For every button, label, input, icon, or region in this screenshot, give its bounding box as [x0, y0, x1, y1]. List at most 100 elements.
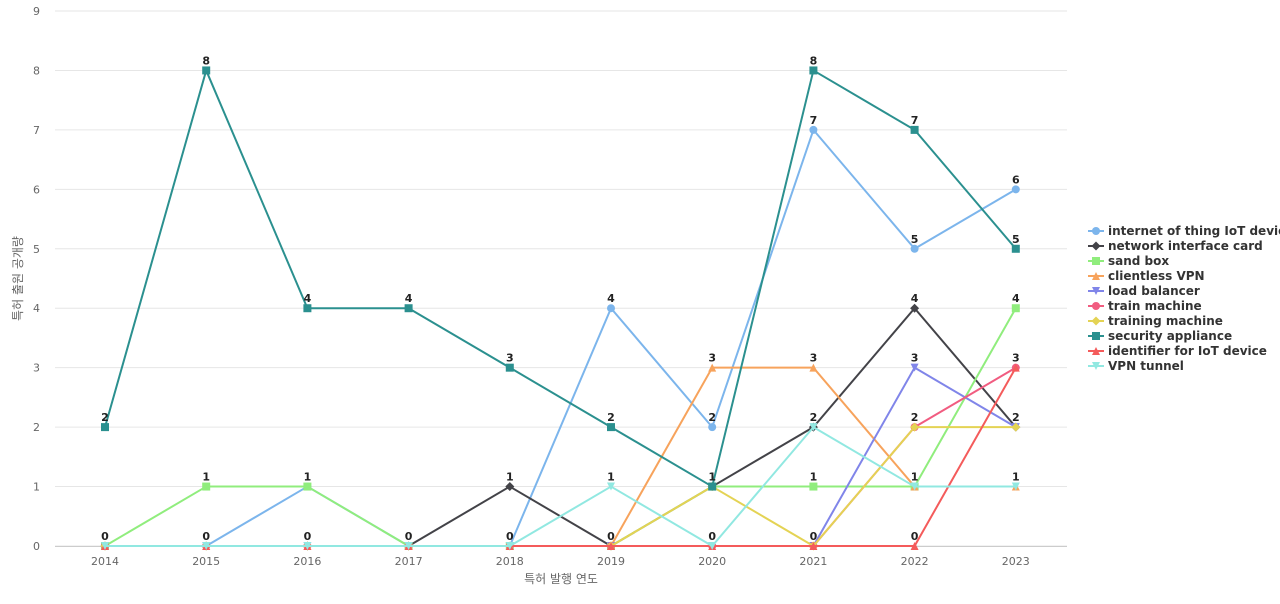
data-point: [708, 423, 717, 432]
legend-item-network-interface-card[interactable]: network interface card: [1088, 239, 1263, 253]
legend-item-vpn-tunnel[interactable]: VPN tunnel: [1088, 359, 1184, 373]
legend-label: VPN tunnel: [1108, 359, 1184, 373]
data-point: [202, 482, 211, 491]
data-label: 4: [1012, 292, 1020, 305]
x-tick-label: 2016: [293, 555, 321, 568]
series-identifier-for-iot-device: [101, 363, 1020, 550]
y-tick-label: 6: [33, 183, 40, 196]
legend-label: train machine: [1108, 299, 1202, 313]
data-point: [910, 303, 920, 313]
data-label: 1: [708, 471, 716, 484]
x-tick-label: 2014: [91, 555, 119, 568]
data-label: 4: [304, 292, 312, 305]
data-label: 3: [810, 352, 818, 365]
series-train-machine: [101, 363, 1020, 550]
legend-item-identifier-for-iot-device[interactable]: identifier for IoT device: [1088, 344, 1267, 358]
legend-marker: [1092, 362, 1100, 370]
x-axis-ticks: 2014 2015 2016 2017 2018 2019 2020 2021 2022 2023: [91, 555, 1030, 568]
y-tick-label: 4: [33, 302, 40, 315]
data-point: [910, 363, 919, 372]
data-point: [708, 542, 717, 550]
legend-marker: [1092, 332, 1100, 340]
data-label: 4: [405, 292, 413, 305]
data-label: 2: [101, 411, 109, 424]
data-point: [1011, 482, 1020, 491]
data-point: [303, 542, 312, 550]
legend-marker: [1092, 287, 1100, 295]
series-line-load-balancer: [104, 366, 1017, 547]
data-point: [910, 125, 919, 134]
series-group: [100, 66, 1021, 551]
data-label: 3: [506, 352, 514, 365]
data-point: [505, 482, 515, 492]
series-line-internet-of-thing-iot-device: [104, 128, 1017, 547]
data-label: 1: [810, 471, 818, 484]
x-tick-label: 2021: [799, 555, 827, 568]
data-point: [910, 482, 919, 491]
data-label: 6: [1012, 173, 1020, 186]
legend-item-load-balancer[interactable]: load balancer: [1088, 284, 1200, 298]
legend-marker: [1092, 227, 1100, 235]
legend-item-sand-box[interactable]: sand box: [1088, 254, 1169, 268]
legend-item-training-machine[interactable]: training machine: [1088, 314, 1223, 328]
data-label: 3: [708, 352, 716, 365]
legend-label: security appliance: [1108, 329, 1232, 343]
data-point: [1011, 304, 1020, 313]
data-point: [607, 542, 615, 550]
legend-item-security-appliance[interactable]: security appliance: [1088, 329, 1232, 343]
series-load-balancer: [101, 363, 1020, 550]
data-label: 3: [1012, 352, 1020, 365]
legend-item-train-machine[interactable]: train machine: [1088, 299, 1202, 313]
data-label: 4: [607, 292, 615, 305]
legend-marker: [1092, 272, 1100, 280]
data-point: [809, 482, 818, 491]
data-point: [607, 304, 615, 313]
data-label: 7: [810, 114, 818, 127]
data-label: 7: [911, 114, 919, 127]
data-label: 0: [304, 530, 312, 543]
legend-item-internet-of-thing-iot-device[interactable]: internet of thing IoT device: [1088, 224, 1280, 238]
data-label: 0: [607, 530, 615, 543]
data-label: 3: [911, 352, 919, 365]
legend-label: sand box: [1108, 254, 1169, 268]
y-tick-label: 2: [33, 421, 40, 434]
x-axis-title: 특허 발행 연도: [524, 571, 598, 586]
grid-lines: [55, 10, 1067, 547]
y-tick-label: 1: [33, 481, 40, 494]
data-point: [404, 304, 413, 313]
data-point: [809, 542, 818, 550]
data-point: [708, 363, 717, 372]
y-axis-ticks: 0 1 2 3 4 5 6 7 8 9: [33, 5, 40, 553]
x-tick-label: 2018: [496, 555, 524, 568]
data-point: [505, 542, 514, 550]
x-tick-label: 2017: [395, 555, 423, 568]
legend-marker: [1092, 347, 1100, 355]
data-label: 2: [911, 411, 919, 424]
legend-item-clientless-vpn[interactable]: clientless VPN: [1088, 269, 1205, 283]
y-tick-label: 0: [33, 540, 40, 553]
legend-marker: [1091, 316, 1101, 326]
data-point: [505, 363, 514, 372]
data-point: [1011, 363, 1020, 372]
legend-label: load balancer: [1108, 284, 1200, 298]
y-tick-label: 8: [33, 64, 40, 77]
data-label: 5: [911, 233, 919, 246]
series-security-appliance: [101, 66, 1020, 491]
data-label: 4: [911, 292, 919, 305]
y-tick-label: 7: [33, 124, 40, 137]
legend-label: training machine: [1108, 314, 1223, 328]
data-point: [809, 125, 818, 134]
legend-marker: [1091, 241, 1101, 251]
data-point: [910, 422, 920, 432]
series-vpn-tunnel: [101, 423, 1020, 550]
series-line-train-machine: [104, 366, 1017, 547]
data-point: [910, 542, 919, 550]
data-point: [1011, 422, 1021, 432]
series-line-vpn-tunnel: [104, 426, 1017, 547]
series-line-identifier-for-iot-device: [104, 366, 1017, 547]
data-label: 0: [202, 530, 210, 543]
data-point: [1011, 244, 1020, 253]
legend-marker: [1092, 257, 1100, 265]
